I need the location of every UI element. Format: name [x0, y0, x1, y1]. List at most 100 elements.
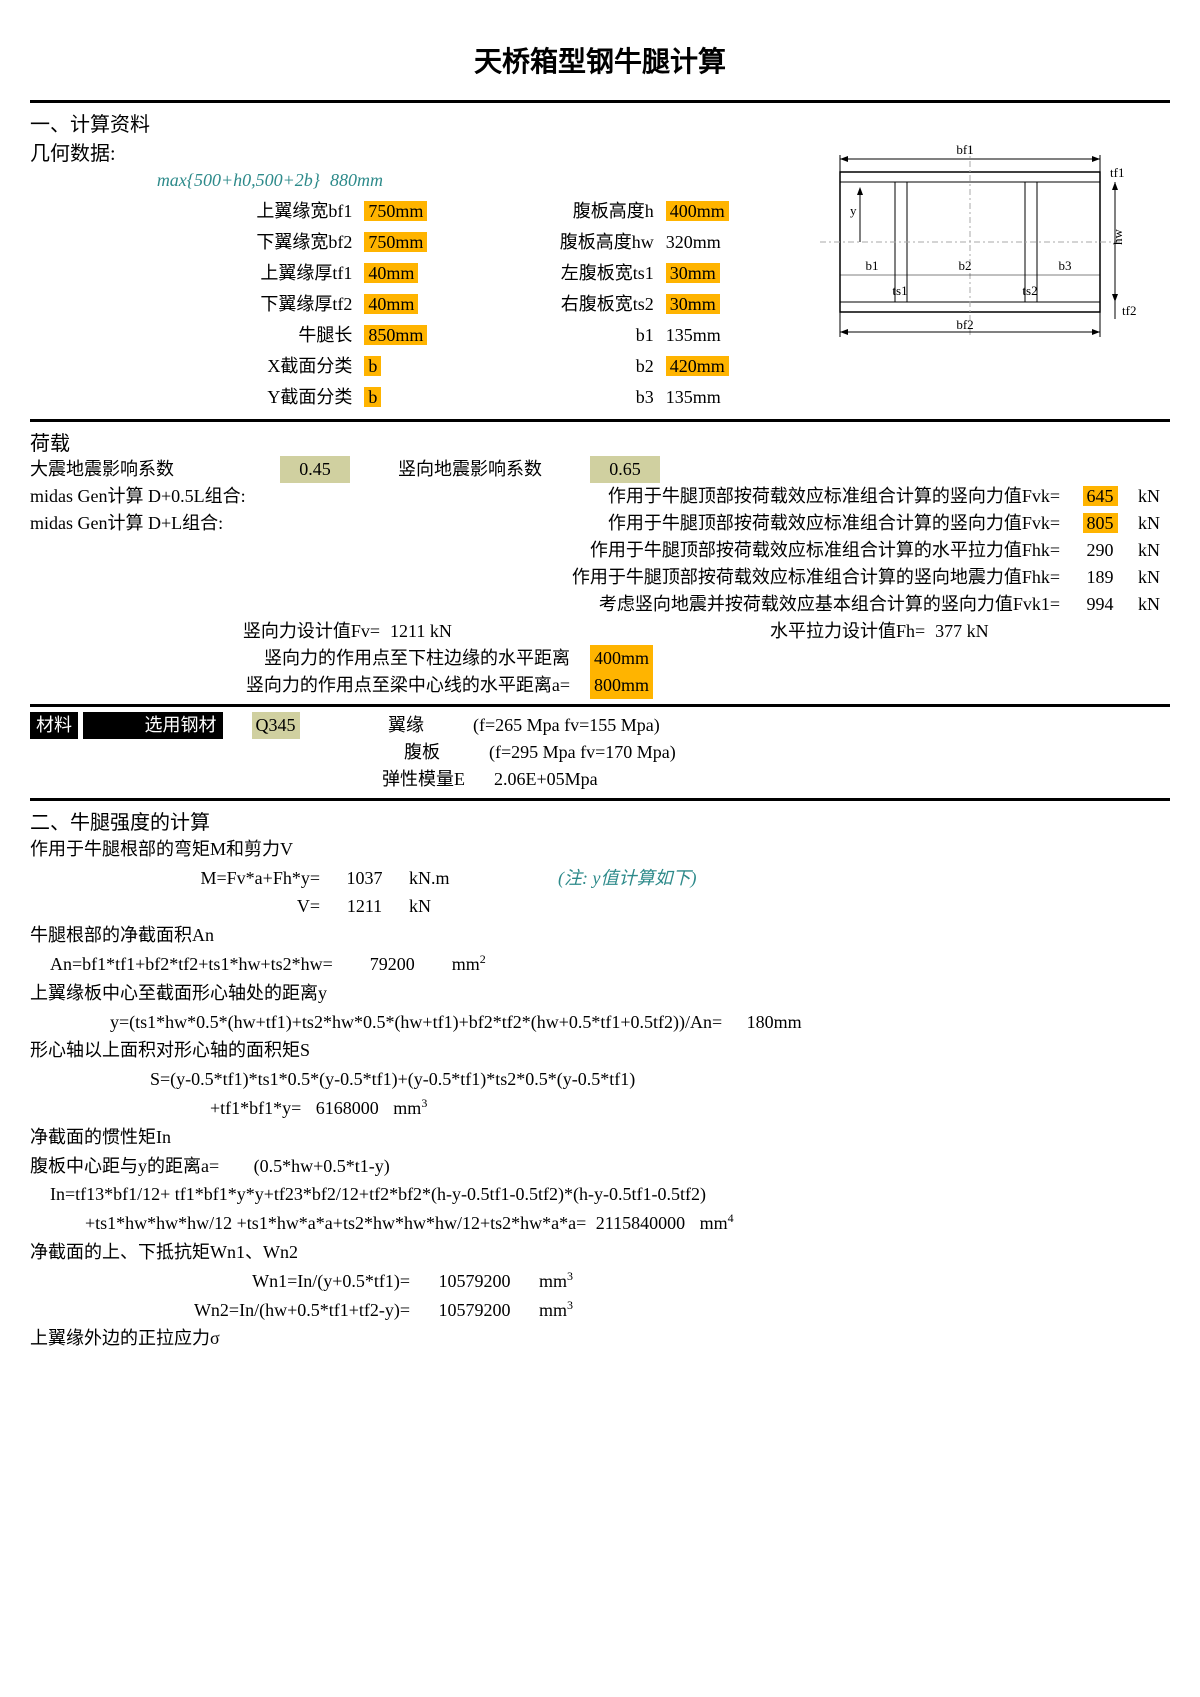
dist2-label: 竖向力的作用点至梁中心线的水平距离a=	[30, 672, 590, 699]
geom-value: b	[364, 383, 463, 412]
fv-value: 1211 kN	[380, 618, 490, 645]
dist1-value: 400mm	[590, 645, 653, 672]
material-head: 材料	[30, 712, 78, 739]
geom-label: 几何数据:	[30, 137, 800, 166]
load-unit: kN	[1130, 591, 1170, 618]
geom-label: 腹板高度hw	[466, 228, 664, 257]
divider	[30, 798, 1170, 801]
web-label: 腹板	[30, 739, 440, 766]
geom-value: 750mm	[364, 197, 463, 226]
m-note: (注: y值计算如下)	[558, 868, 696, 888]
page-title: 天桥箱型钢牛腿计算	[30, 40, 1170, 80]
load-combo-label	[30, 591, 310, 618]
s-exp: 3	[421, 1096, 427, 1110]
geom-value: 40mm	[364, 290, 463, 319]
geom-value: b	[364, 352, 463, 381]
load-unit: kN	[1130, 483, 1170, 510]
v-unit: kN	[409, 896, 431, 916]
earthquake-coef-label: 大震地震影响系数	[30, 456, 280, 483]
e-value: 2.06E+05Mpa	[494, 766, 598, 793]
fh-label: 水平拉力设计值Fh=	[770, 618, 925, 645]
steel-label: 选用钢材	[83, 712, 223, 739]
diag-ts2: ts2	[1022, 283, 1037, 298]
load-desc: 作用于牛腿顶部按荷载效应标准组合计算的竖向力值Fvk=	[310, 483, 1070, 510]
earthquake-coef-val: 0.45	[280, 456, 350, 483]
in-head: 净截面的惯性矩In	[30, 1123, 1170, 1152]
wn2-value: 10579200	[415, 1296, 535, 1325]
in-formula-2: +ts1*hw*hw*hw/12 +ts1*hw*a*a+ts2*hw*hw*h…	[30, 1213, 586, 1233]
geom-label: b3	[466, 383, 664, 412]
divider	[30, 704, 1170, 707]
geom-value: 850mm	[364, 321, 463, 350]
divider	[30, 100, 1170, 103]
diag-b3: b3	[1059, 258, 1072, 273]
divider	[30, 419, 1170, 422]
in-unit: mm	[690, 1213, 728, 1233]
geom-label: 左腹板宽ts1	[466, 259, 664, 288]
vertical-eq-label: 竖向地震影响系数	[350, 456, 590, 483]
material-section: 材料 选用钢材 Q345 翼缘 (f=265 Mpa fv=155 Mpa) 腹…	[30, 712, 1170, 793]
diag-b1: b1	[866, 258, 879, 273]
section-1: 一、计算资料 几何数据: max{500+h0,500+2b} 880mm 上翼…	[30, 108, 1170, 414]
geom-value: 750mm	[364, 228, 463, 257]
diag-y: y	[850, 203, 857, 218]
an-value: 79200	[337, 950, 447, 979]
y-value: 180mm	[727, 1012, 802, 1032]
load-unit: kN	[1130, 537, 1170, 564]
s-formula-1: S=(y-0.5*tf1)*ts1*0.5*(y-0.5*tf1)+(y-0.5…	[30, 1069, 635, 1089]
m-label: M=Fv*a+Fh*y=	[30, 864, 320, 893]
a-label: 腹板中心距与y的距离a=	[30, 1156, 219, 1176]
load-desc: 作用于牛腿顶部按荷载效应标准组合计算的水平拉力值Fhk=	[310, 537, 1070, 564]
mv-head: 作用于牛腿根部的弯矩M和剪力V	[30, 835, 1170, 864]
wn2-exp: 3	[567, 1298, 573, 1312]
geom-label: 上翼缘厚tf1	[32, 259, 362, 288]
s-value: 6168000	[306, 1098, 379, 1118]
max-formula: max{500+h0,500+2b}	[30, 166, 330, 195]
an-head: 牛腿根部的净截面积An	[30, 921, 1170, 950]
load-combo-label: midas Gen计算 D+0.5L组合:	[30, 483, 310, 510]
an-exp: 2	[480, 952, 486, 966]
geom-label: 下翼缘厚tf2	[32, 290, 362, 319]
s-unit: mm	[383, 1098, 421, 1118]
flange-label: 翼缘	[304, 712, 424, 739]
m-value: 1037	[325, 864, 405, 893]
an-formula: An=bf1*tf1+bf2*tf2+ts1*hw+ts2*hw=	[30, 954, 333, 974]
in-exp: 4	[728, 1211, 734, 1225]
geom-value: 135mm	[666, 321, 798, 350]
geometry-table: 上翼缘宽bf1750mm腹板高度h400mm下翼缘宽bf2750mm腹板高度hw…	[30, 195, 800, 414]
geom-value: 30mm	[666, 259, 798, 288]
geom-value: 30mm	[666, 290, 798, 319]
geom-value: 400mm	[666, 197, 798, 226]
dist2-value: 800mm	[590, 672, 653, 699]
vertical-eq-val: 0.65	[590, 456, 660, 483]
in-formula-1: In=tf13*bf1/12+ tf1*bf1*y*y+tf23*bf2/12+…	[30, 1184, 706, 1204]
load-unit: kN	[1130, 510, 1170, 537]
section1-head: 一、计算资料	[30, 108, 1170, 137]
wn2-label: Wn2=In/(hw+0.5*tf1+tf2-y)=	[30, 1296, 410, 1325]
load-value: 645	[1070, 483, 1130, 510]
a-formula: (0.5*hw+0.5*t1-y)	[224, 1156, 390, 1176]
y-head: 上翼缘板中心至截面形心轴处的距离y	[30, 979, 1170, 1008]
diag-bf1: bf1	[956, 142, 973, 157]
sigma-head: 上翼缘外边的正拉应力σ	[30, 1324, 1170, 1353]
max-value: 880mm	[330, 166, 383, 195]
load-value: 805	[1070, 510, 1130, 537]
load-combo-label	[30, 564, 310, 591]
y-formula: y=(ts1*hw*0.5*(hw+tf1)+ts2*hw*0.5*(hw+tf…	[30, 1012, 722, 1032]
geom-label: Y截面分类	[32, 383, 362, 412]
section2-head: 二、牛腿强度的计算	[30, 806, 1170, 835]
an-unit: mm	[452, 954, 480, 974]
diag-b2: b2	[959, 258, 972, 273]
s-head: 形心轴以上面积对形心轴的面积矩S	[30, 1036, 1170, 1065]
wn-head: 净截面的上、下抵抗矩Wn1、Wn2	[30, 1238, 1170, 1267]
cross-section-diagram: bf1 y hw tf2 tf1 b1 b2 b3 ts1 ts2	[800, 137, 1150, 347]
diag-ts1: ts1	[892, 283, 907, 298]
geom-label: 上翼缘宽bf1	[32, 197, 362, 226]
load-value: 189	[1070, 564, 1130, 591]
geom-value: 320mm	[666, 228, 798, 257]
dist1-label: 竖向力的作用点至下柱边缘的水平距离	[30, 645, 590, 672]
geom-value: 135mm	[666, 383, 798, 412]
wn2-unit: mm	[539, 1300, 567, 1320]
load-section: 荷载 大震地震影响系数 0.45 竖向地震影响系数 0.65 midas Gen…	[30, 427, 1170, 699]
e-label: 弹性模量E	[30, 766, 465, 793]
